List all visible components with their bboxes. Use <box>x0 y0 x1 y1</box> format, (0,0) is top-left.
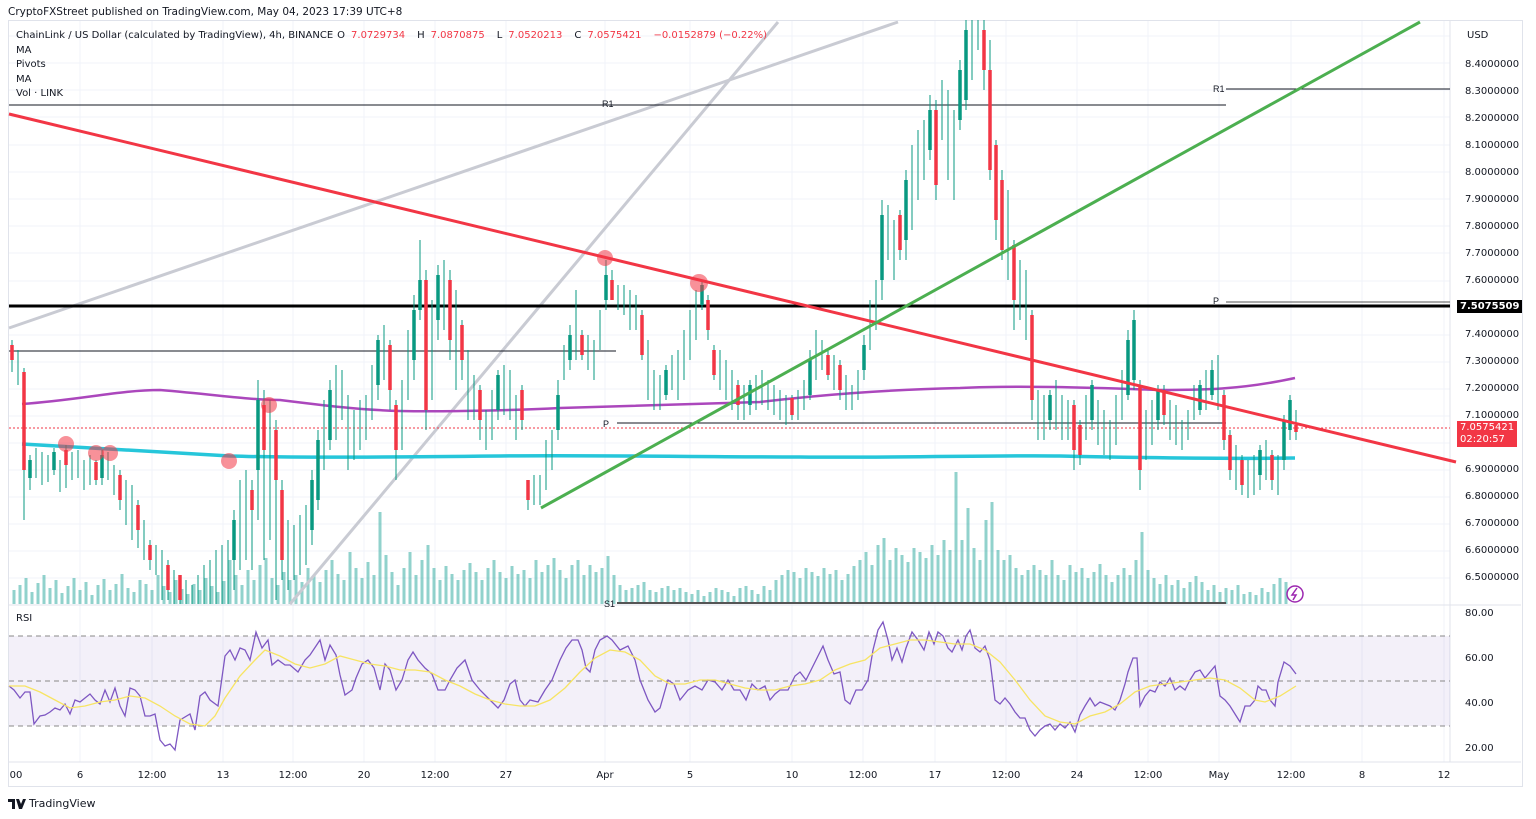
grey-trendline-steep <box>288 21 780 605</box>
candles <box>10 20 1298 604</box>
ascending-green-trendline <box>540 20 1421 510</box>
lightning-icon[interactable] <box>1286 585 1304 603</box>
published-caption: CryptoFXStreet published on TradingView.… <box>8 6 403 18</box>
grey-trendline-upper <box>8 20 899 330</box>
chart-frame <box>8 20 1523 787</box>
rsi-line <box>8 620 1297 752</box>
indicator-pivots[interactable]: Pivots <box>16 59 46 71</box>
rsi-ma-line <box>9 639 1297 727</box>
currency-label[interactable]: USD <box>1467 30 1489 41</box>
volume-bars <box>12 472 1288 604</box>
ma-cyan <box>21 442 1296 461</box>
svg-text:R1: R1 <box>1213 84 1225 94</box>
indicator-volume[interactable]: Vol · LINK <box>16 88 64 100</box>
touch-markers <box>58 250 708 469</box>
ohlc-values: O 7.0729734 H 7.0870875 L 7.0520213 C 7.0575421… <box>337 30 768 41</box>
key-level-tag: 7.5075509 <box>1457 300 1523 313</box>
indicator-ma-2[interactable]: MA <box>16 73 32 85</box>
svg-text:R1: R1 <box>602 99 614 109</box>
ma-purple <box>21 376 1296 413</box>
grid <box>9 21 1450 762</box>
indicator-ma-1[interactable]: MA <box>16 44 32 56</box>
descending-red-trendline <box>8 112 1457 464</box>
svg-text:S1: S1 <box>604 599 615 609</box>
bar-countdown: 02:20:57 <box>1460 434 1505 445</box>
rsi-title[interactable]: RSI <box>16 613 33 624</box>
svg-text:P: P <box>603 419 609 429</box>
last-price-tag: 7.0575421 02:20:57 <box>1457 421 1518 447</box>
tradingview-logo[interactable]: TradingView <box>8 797 95 810</box>
tradingview-logo-icon <box>8 798 26 809</box>
svg-text:P: P <box>1213 296 1219 306</box>
symbol-title[interactable]: ChainLink / US Dollar (calculated by Tra… <box>16 30 334 41</box>
chart-legend: ChainLink / US Dollar (calculated by Tra… <box>16 29 773 102</box>
